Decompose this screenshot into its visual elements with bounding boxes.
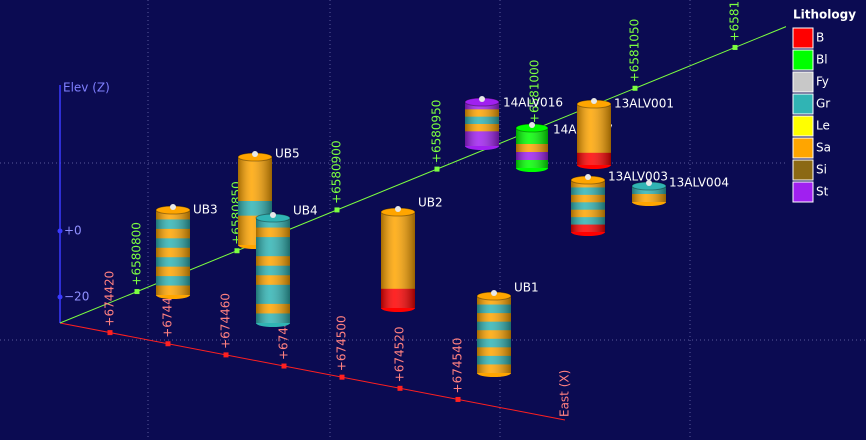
legend-label: Fy (816, 75, 829, 89)
legend-label: B (816, 31, 824, 45)
legend-swatch (792, 159, 814, 181)
legend-swatch (792, 181, 814, 203)
hole-shade (465, 102, 499, 146)
y-tick-label: +6581000 (528, 60, 542, 124)
x-tick (107, 330, 113, 336)
y-tick-label: +6580800 (130, 222, 144, 286)
drill-hole: UB3 (155, 203, 218, 299)
collar (591, 98, 597, 104)
y-tick-label: +6580950 (430, 100, 444, 164)
hole-shade (577, 104, 611, 165)
x-tick (281, 363, 287, 369)
collar (529, 122, 535, 128)
x-tick (165, 341, 171, 347)
y-tick-label: +6581050 (628, 19, 642, 83)
collar (270, 212, 276, 218)
hole-label: UB1 (514, 281, 539, 295)
drill-hole: 13ALV004 (631, 176, 729, 206)
z-tick-label: −20 (64, 290, 89, 304)
hole-shade (381, 212, 415, 308)
legend-swatch (792, 71, 814, 93)
x-axis-label: East (X) (558, 370, 572, 417)
drill-hole: UB2 (380, 196, 443, 312)
scene: +0−20 +674420 +674440 +674460 +674480 +674500… (57, 1, 742, 417)
legend: Lithology B Bl Fy Gr Le Sa Si St (786, 0, 866, 210)
z-tick-label: +0 (64, 224, 82, 238)
hole-label: UB2 (418, 196, 443, 210)
y-tick (234, 248, 240, 254)
drill-hole: UB4 (255, 204, 318, 327)
drill-hole: 14ALV016 (464, 96, 563, 150)
z-axis-label: Elev (Z) (63, 81, 110, 95)
drill-hole: 13ALV003 (570, 170, 668, 236)
legend-swatch (792, 137, 814, 159)
hole-shade (256, 218, 290, 323)
collar (491, 290, 497, 296)
collar (585, 174, 591, 180)
x-axis (59, 322, 566, 421)
y-tick-label: +6580900 (330, 140, 344, 204)
hole-label: 14ALV016 (503, 96, 563, 110)
legend-label: Si (816, 163, 827, 177)
legend-label: Sa (816, 141, 831, 155)
legend-swatch (792, 93, 814, 115)
hole-shade (516, 128, 548, 168)
legend-title: Lithology (793, 8, 856, 22)
x-tick-label: +674500 (335, 315, 349, 371)
collar (646, 180, 652, 186)
y-tick (434, 166, 440, 172)
legend-swatch (792, 49, 814, 71)
legend-label: Le (816, 119, 830, 133)
collar (479, 96, 485, 102)
y-tick (732, 44, 738, 50)
drill-hole: UB1 (476, 281, 539, 377)
drill-hole: 13ALV001 (576, 97, 674, 169)
hole-label: UB4 (293, 204, 318, 218)
x-tick-label: +674520 (393, 326, 407, 382)
legend-label: Gr (816, 97, 830, 111)
z-tick (57, 294, 63, 300)
hole-label: UB3 (193, 203, 218, 217)
x-tick-label: +674540 (451, 338, 465, 394)
hole-shade (632, 186, 666, 202)
x-tick (339, 374, 345, 380)
legend-label: Bl (816, 53, 828, 67)
y-tick (632, 85, 638, 91)
x-tick (455, 396, 461, 402)
collar (252, 151, 258, 157)
hole-shade (571, 180, 605, 232)
legend-label: St (816, 185, 829, 199)
hole-label: UB5 (275, 147, 300, 161)
z-tick (57, 228, 63, 234)
hole-label: 13ALV003 (608, 170, 668, 184)
legend-swatch (792, 27, 814, 49)
y-tick (334, 207, 340, 213)
hole-shade (477, 296, 511, 373)
y-tick (134, 289, 140, 295)
hole-shade (156, 210, 190, 295)
collar (170, 204, 176, 210)
legend-swatch (792, 115, 814, 137)
y-tick-label: +6581 (728, 1, 742, 42)
collar (395, 206, 401, 212)
x-tick-label: +674460 (219, 293, 233, 349)
x-tick (397, 385, 403, 391)
hole-label: 13ALV001 (614, 97, 674, 111)
x-tick-label: +674420 (103, 271, 117, 327)
hole-label: 13ALV004 (669, 176, 729, 190)
x-tick (223, 352, 229, 358)
